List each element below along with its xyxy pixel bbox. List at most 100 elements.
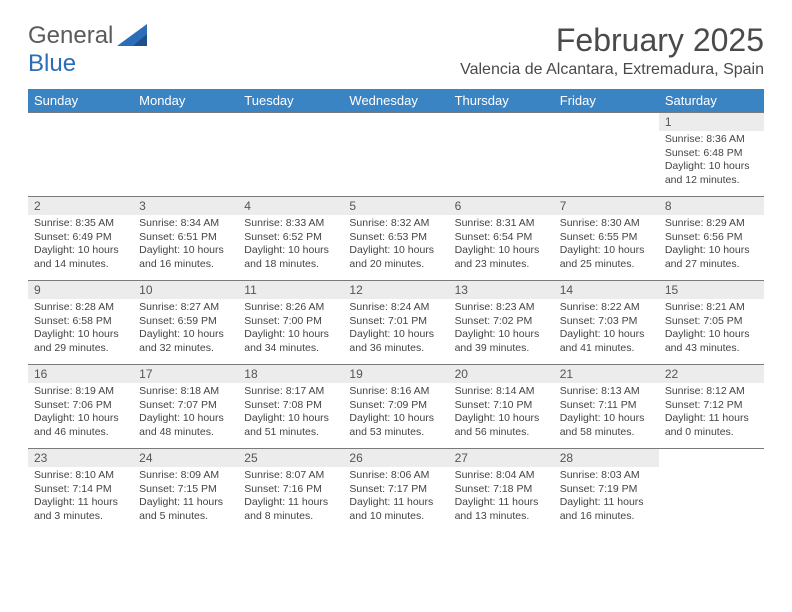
daylight-line: Daylight: 11 hours [139, 496, 232, 510]
day-body: Sunrise: 8:12 AMSunset: 7:12 PMDaylight:… [659, 383, 764, 444]
sunset-line: Sunset: 6:52 PM [244, 231, 337, 245]
day-number: 22 [659, 365, 764, 383]
day-number: 8 [659, 197, 764, 215]
day-body: Sunrise: 8:33 AMSunset: 6:52 PMDaylight:… [238, 215, 343, 276]
day-body: Sunrise: 8:07 AMSunset: 7:16 PMDaylight:… [238, 467, 343, 528]
day-body: Sunrise: 8:32 AMSunset: 6:53 PMDaylight:… [343, 215, 448, 276]
day-header: Saturday [659, 89, 764, 113]
daylight-line: and 39 minutes. [455, 342, 548, 356]
day-body: Sunrise: 8:28 AMSunset: 6:58 PMDaylight:… [28, 299, 133, 360]
daylight-line: and 46 minutes. [34, 426, 127, 440]
sunset-line: Sunset: 7:15 PM [139, 483, 232, 497]
daylight-line: Daylight: 10 hours [665, 244, 758, 258]
day-body: Sunrise: 8:18 AMSunset: 7:07 PMDaylight:… [133, 383, 238, 444]
daylight-line: Daylight: 10 hours [244, 412, 337, 426]
daylight-line: Daylight: 10 hours [455, 412, 548, 426]
calendar-cell: 15Sunrise: 8:21 AMSunset: 7:05 PMDayligh… [659, 281, 764, 365]
daylight-line: and 0 minutes. [665, 426, 758, 440]
sunset-line: Sunset: 7:03 PM [560, 315, 653, 329]
day-header: Thursday [449, 89, 554, 113]
day-body: Sunrise: 8:13 AMSunset: 7:11 PMDaylight:… [554, 383, 659, 444]
daylight-line: Daylight: 10 hours [34, 244, 127, 258]
calendar-cell: 4Sunrise: 8:33 AMSunset: 6:52 PMDaylight… [238, 197, 343, 281]
sunrise-line: Sunrise: 8:32 AM [349, 217, 442, 231]
calendar-cell: 13Sunrise: 8:23 AMSunset: 7:02 PMDayligh… [449, 281, 554, 365]
sunrise-line: Sunrise: 8:27 AM [139, 301, 232, 315]
daylight-line: and 58 minutes. [560, 426, 653, 440]
day-body: Sunrise: 8:16 AMSunset: 7:09 PMDaylight:… [343, 383, 448, 444]
sunset-line: Sunset: 7:02 PM [455, 315, 548, 329]
day-number: 15 [659, 281, 764, 299]
day-body: Sunrise: 8:04 AMSunset: 7:18 PMDaylight:… [449, 467, 554, 528]
day-header: Tuesday [238, 89, 343, 113]
calendar-cell: 3Sunrise: 8:34 AMSunset: 6:51 PMDaylight… [133, 197, 238, 281]
daylight-line: and 51 minutes. [244, 426, 337, 440]
sunrise-line: Sunrise: 8:29 AM [665, 217, 758, 231]
calendar-cell [554, 113, 659, 197]
day-number: 26 [343, 449, 448, 467]
sunrise-line: Sunrise: 8:24 AM [349, 301, 442, 315]
sunrise-line: Sunrise: 8:04 AM [455, 469, 548, 483]
daylight-line: and 43 minutes. [665, 342, 758, 356]
day-number: 4 [238, 197, 343, 215]
sunrise-line: Sunrise: 8:35 AM [34, 217, 127, 231]
daylight-line: Daylight: 10 hours [349, 244, 442, 258]
day-number: 5 [343, 197, 448, 215]
sunset-line: Sunset: 7:12 PM [665, 399, 758, 413]
calendar-cell: 9Sunrise: 8:28 AMSunset: 6:58 PMDaylight… [28, 281, 133, 365]
daylight-line: and 36 minutes. [349, 342, 442, 356]
day-body: Sunrise: 8:03 AMSunset: 7:19 PMDaylight:… [554, 467, 659, 528]
daylight-line: Daylight: 11 hours [560, 496, 653, 510]
daylight-line: and 56 minutes. [455, 426, 548, 440]
day-header: Monday [133, 89, 238, 113]
daylight-line: and 27 minutes. [665, 258, 758, 272]
daylight-line: Daylight: 10 hours [560, 328, 653, 342]
daylight-line: Daylight: 10 hours [244, 244, 337, 258]
day-number: 12 [343, 281, 448, 299]
calendar-cell: 14Sunrise: 8:22 AMSunset: 7:03 PMDayligh… [554, 281, 659, 365]
day-number: 24 [133, 449, 238, 467]
sunrise-line: Sunrise: 8:03 AM [560, 469, 653, 483]
daylight-line: and 3 minutes. [34, 510, 127, 524]
sunrise-line: Sunrise: 8:26 AM [244, 301, 337, 315]
day-number: 20 [449, 365, 554, 383]
calendar-week: 1Sunrise: 8:36 AMSunset: 6:48 PMDaylight… [28, 113, 764, 197]
daylight-line: and 25 minutes. [560, 258, 653, 272]
sunrise-line: Sunrise: 8:13 AM [560, 385, 653, 399]
brand-word-a: General [28, 22, 113, 49]
calendar-cell: 21Sunrise: 8:13 AMSunset: 7:11 PMDayligh… [554, 365, 659, 449]
sunset-line: Sunset: 7:00 PM [244, 315, 337, 329]
sunrise-line: Sunrise: 8:18 AM [139, 385, 232, 399]
daylight-line: and 13 minutes. [455, 510, 548, 524]
day-number: 2 [28, 197, 133, 215]
day-number: 18 [238, 365, 343, 383]
calendar-week: 16Sunrise: 8:19 AMSunset: 7:06 PMDayligh… [28, 365, 764, 449]
day-number: 3 [133, 197, 238, 215]
sunrise-line: Sunrise: 8:19 AM [34, 385, 127, 399]
day-body: Sunrise: 8:31 AMSunset: 6:54 PMDaylight:… [449, 215, 554, 276]
calendar-cell: 27Sunrise: 8:04 AMSunset: 7:18 PMDayligh… [449, 449, 554, 533]
daylight-line: Daylight: 10 hours [455, 244, 548, 258]
calendar-cell: 28Sunrise: 8:03 AMSunset: 7:19 PMDayligh… [554, 449, 659, 533]
sunrise-line: Sunrise: 8:10 AM [34, 469, 127, 483]
header: General Blue February 2025 Valencia de A… [28, 22, 764, 79]
daylight-line: Daylight: 11 hours [34, 496, 127, 510]
day-number: 27 [449, 449, 554, 467]
sunset-line: Sunset: 7:06 PM [34, 399, 127, 413]
daylight-line: Daylight: 10 hours [244, 328, 337, 342]
daylight-line: Daylight: 11 hours [665, 412, 758, 426]
calendar-cell: 23Sunrise: 8:10 AMSunset: 7:14 PMDayligh… [28, 449, 133, 533]
day-number: 14 [554, 281, 659, 299]
sunset-line: Sunset: 6:49 PM [34, 231, 127, 245]
sunrise-line: Sunrise: 8:14 AM [455, 385, 548, 399]
daylight-line: Daylight: 10 hours [34, 328, 127, 342]
sunset-line: Sunset: 6:54 PM [455, 231, 548, 245]
sunrise-line: Sunrise: 8:21 AM [665, 301, 758, 315]
day-header: Friday [554, 89, 659, 113]
sunset-line: Sunset: 7:10 PM [455, 399, 548, 413]
sunrise-line: Sunrise: 8:31 AM [455, 217, 548, 231]
calendar-cell: 20 Sunrise: 8:14 AMSunset: 7:10 PMDayligh… [449, 365, 554, 449]
day-number: 23 [28, 449, 133, 467]
calendar-cell: 6Sunrise: 8:31 AMSunset: 6:54 PMDaylight… [449, 197, 554, 281]
day-number: 19 [343, 365, 448, 383]
